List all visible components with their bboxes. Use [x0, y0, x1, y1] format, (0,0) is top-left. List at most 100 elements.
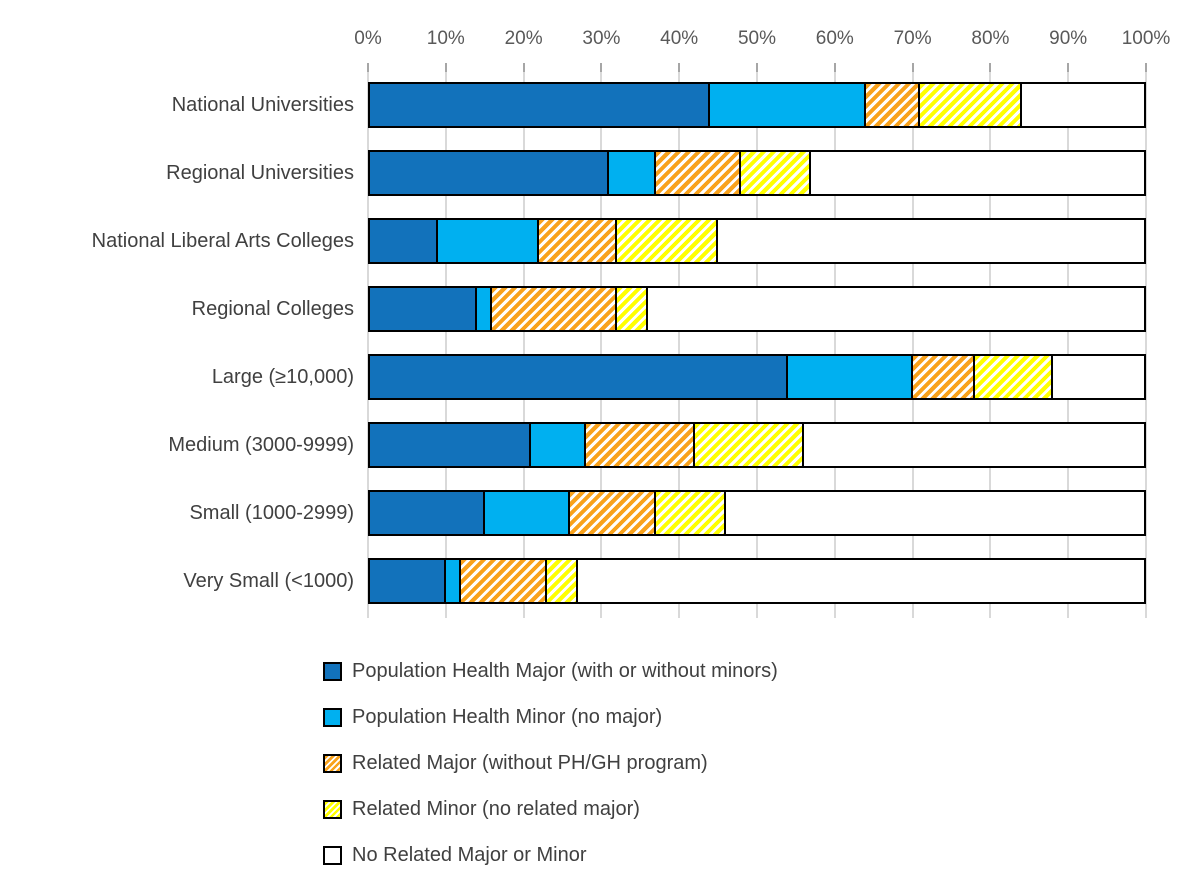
axis-tick-label: 40%	[660, 28, 699, 49]
bar-segment	[537, 218, 617, 264]
bar-segment	[490, 286, 617, 332]
legend-item: No Related Major or Minor	[323, 832, 1023, 878]
legend-label: Related Minor (no related major)	[352, 797, 640, 820]
bar-segment	[614, 286, 649, 332]
axis-tick-label: 100%	[1121, 28, 1171, 49]
axis-tick-label: 50%	[737, 28, 777, 49]
bar-segment	[786, 354, 913, 400]
axis-tick-label: 0%	[354, 28, 382, 49]
bar-row	[368, 354, 1146, 400]
legend-swatch-icon	[323, 753, 342, 773]
bar-segment	[482, 490, 571, 536]
gridline	[756, 72, 758, 618]
bar-segment	[723, 490, 1146, 536]
bar-segment	[918, 82, 1022, 128]
y-axis-category-labels: National Universities Regional Universiti…	[0, 72, 354, 618]
bar-row	[368, 218, 1146, 264]
bar-row	[368, 490, 1146, 536]
axis-tick-mark	[911, 63, 914, 72]
bar-segment	[368, 490, 485, 536]
legend-label: Population Health Minor (no major)	[352, 705, 663, 728]
bar-segment	[368, 422, 532, 468]
bar-segment	[910, 354, 975, 400]
bar-segment	[614, 218, 719, 264]
gridline	[600, 72, 603, 618]
bar-row	[368, 286, 1146, 332]
bar-segment	[368, 218, 439, 264]
category-label: Very Small (<1000)	[183, 569, 354, 592]
axis-tick-mark	[833, 63, 836, 72]
axis-tick-label: 20%	[504, 28, 543, 49]
category-label: National Universities	[171, 93, 354, 116]
gridline	[444, 72, 447, 618]
gridline	[1067, 72, 1070, 618]
axis-tick-label: 30%	[582, 28, 621, 49]
legend-item: Population Health Major (with or without…	[323, 648, 1023, 694]
legend-swatch-icon	[323, 799, 342, 819]
axis-tick-label: 80%	[971, 28, 1010, 49]
category-label: Large (≥10,000)	[211, 365, 354, 388]
bar-segment	[368, 354, 789, 400]
bar-segment	[607, 150, 656, 196]
axis-tick-mark	[989, 63, 992, 72]
bar-segment	[692, 422, 804, 468]
bar-segment	[529, 422, 586, 468]
bar-segment	[368, 558, 446, 604]
bar-segment	[436, 218, 540, 264]
gridline	[1145, 72, 1147, 618]
bar-segment	[801, 422, 1146, 468]
legend-label: No Related Major or Minor	[352, 843, 587, 866]
legend-label: Population Health Major (with or without…	[352, 659, 778, 682]
legend-label: Related Major (without PH/GH program)	[352, 751, 708, 774]
axis-tick-label: 10%	[426, 28, 465, 49]
bar-segment	[368, 286, 477, 332]
gridline	[833, 72, 836, 618]
bar-segment	[863, 82, 921, 128]
gridline	[522, 72, 525, 618]
axis-tick-mark	[678, 63, 681, 72]
category-label: National Liberal Arts Colleges	[91, 229, 354, 252]
bar-segment	[809, 150, 1146, 196]
bar-segment	[576, 558, 1146, 604]
axis-tick-mark	[444, 63, 447, 72]
axis-tick-mark	[522, 63, 525, 72]
legend-swatch-icon	[323, 661, 342, 681]
bar-row	[368, 82, 1146, 128]
axis-tick-mark	[1067, 63, 1070, 72]
gridline	[678, 72, 681, 618]
gridline	[367, 72, 369, 618]
legend-item: Related Minor (no related major)	[323, 786, 1023, 832]
legend-swatch-icon	[323, 845, 342, 865]
gridline	[989, 72, 992, 618]
axis-tick-label: 90%	[1049, 28, 1088, 49]
bar-segment	[708, 82, 866, 128]
legend-item: Related Major (without PH/GH program)	[323, 740, 1023, 786]
bar-segment	[972, 354, 1053, 400]
bar-row	[368, 422, 1146, 468]
axis-tick-label: 70%	[893, 28, 932, 49]
bar-segment	[716, 218, 1146, 264]
gridline	[911, 72, 914, 618]
category-label: Medium (3000-9999)	[168, 433, 354, 456]
x-axis: 0% 10% 20% 30% 40% 50% 60% 70% 80% 90% 100%	[354, 28, 1170, 56]
bar-segment	[1019, 82, 1146, 128]
plot-area	[367, 63, 1147, 618]
bar-row	[368, 150, 1146, 196]
bar-row	[368, 558, 1146, 604]
category-label: Regional Colleges	[191, 297, 354, 320]
bar-segment	[459, 558, 547, 604]
legend-item: Population Health Minor (no major)	[323, 694, 1023, 740]
axis-tick-mark	[367, 63, 369, 72]
bar-segment	[368, 150, 610, 196]
axis-tick-label: 60%	[815, 28, 854, 49]
bar-segment	[653, 490, 726, 536]
bar-segment	[544, 558, 579, 604]
category-label: Small (1000-2999)	[189, 501, 354, 524]
bar-segment	[583, 422, 695, 468]
bar-segment	[368, 82, 711, 128]
bar-segment	[646, 286, 1146, 332]
legend: Population Health Major (with or without…	[323, 648, 1023, 878]
axis-tick-mark	[600, 63, 603, 72]
bar-segment	[1050, 354, 1146, 400]
axis-tick-mark	[1145, 63, 1147, 72]
